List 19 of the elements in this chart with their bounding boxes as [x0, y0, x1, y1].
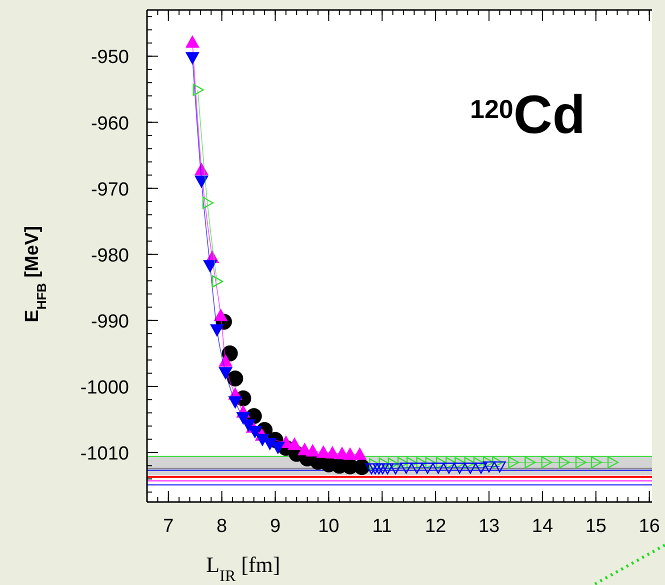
x-tick-label: 12 — [425, 516, 446, 537]
x-tick-label: 11 — [372, 516, 392, 537]
x-tick-label: 14 — [532, 516, 554, 537]
x-tick-label: 15 — [585, 516, 606, 537]
x-tick-label: 13 — [478, 516, 500, 537]
y-tick-label: -990 — [90, 311, 129, 332]
y-tick-label: -960 — [90, 113, 129, 134]
x-tick-label: 9 — [270, 516, 281, 537]
x-tick-label: 16 — [638, 516, 660, 537]
y-tick-label: -1000 — [80, 377, 129, 398]
x-tick-label: 7 — [163, 516, 174, 537]
y-tick-label: -970 — [90, 179, 129, 200]
x-tick-label: 8 — [216, 516, 228, 537]
y-tick-label: -950 — [90, 47, 129, 68]
y-tick-label: -980 — [90, 245, 129, 266]
annotation: $^{120}$Cd — [470, 85, 586, 145]
y-tick-label: -1010 — [80, 443, 129, 464]
x-axis-title: L$_{IR}$ [fm] — [206, 552, 280, 584]
x-tick-label: 10 — [318, 516, 340, 537]
